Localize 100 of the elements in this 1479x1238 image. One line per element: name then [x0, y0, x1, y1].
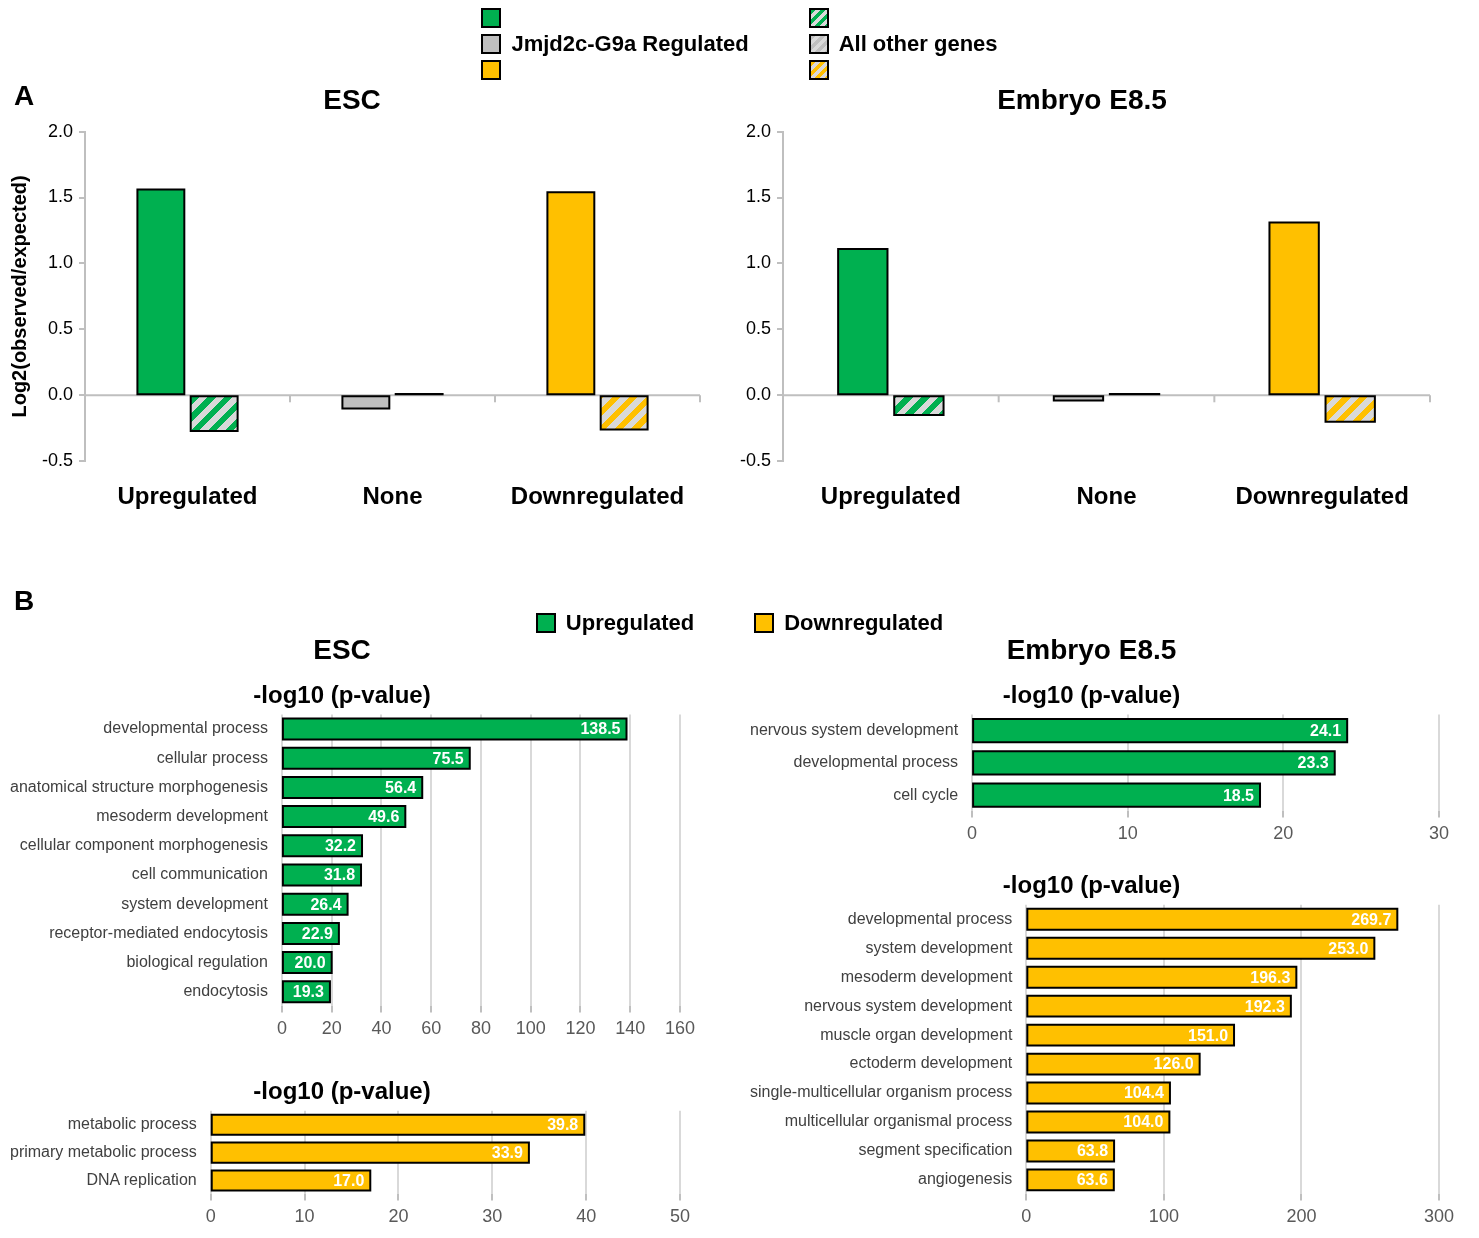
x-tick-label: Upregulated [820, 482, 961, 510]
legend-label: Jmjd2c-G9a Regulated [511, 31, 749, 57]
chart-title: ESC [323, 83, 381, 115]
x-tick-label: 100 [1148, 1206, 1179, 1227]
data-label: 20.0 [294, 954, 326, 972]
data-label: 17.0 [333, 1171, 365, 1189]
y-tick-label: developmental process [847, 909, 1013, 927]
y-tick-label: single-multicellular organism process [749, 1083, 1013, 1101]
y-tick-label: 1.5 [47, 186, 74, 207]
y-tick-label: biological regulation [126, 953, 268, 971]
y-tick-label: cell cycle [893, 785, 959, 803]
chart-subtitle: -log10 (p-value) [1002, 680, 1181, 708]
x-tick-label: 30 [482, 1206, 503, 1227]
data-label: 31.8 [323, 866, 356, 884]
x-tick-label: 20 [1273, 823, 1294, 844]
y-tick-label: 0.5 [47, 318, 74, 339]
y-tick-label: 1.0 [745, 252, 772, 273]
data-label: 39.8 [547, 1116, 579, 1134]
y-tick-label: 2.0 [745, 120, 772, 141]
data-label: 192.3 [1244, 997, 1285, 1015]
y-tick-label: receptor-mediated endocytosis [49, 923, 268, 941]
x-tick-label: 200 [1286, 1206, 1317, 1227]
y-tick-label: developmental process [793, 753, 959, 771]
x-tick-label: 0 [1021, 1206, 1032, 1227]
y-tick-label: cellular process [156, 748, 268, 766]
data-label: 22.9 [301, 924, 333, 942]
y-tick-label: 1.5 [745, 186, 772, 207]
y-tick-label: 0.0 [745, 384, 772, 405]
chart-subtitle: -log10 (p-value) [253, 1077, 431, 1105]
x-tick-label: 100 [515, 1018, 546, 1039]
legend-label: Upregulated [565, 610, 695, 636]
data-label: 63.8 [1076, 1142, 1109, 1160]
y-tick-label: 1.0 [47, 252, 74, 273]
x-tick-label: 40 [371, 1018, 392, 1039]
legend-label: All other genes [838, 31, 998, 57]
x-tick-label: 80 [470, 1018, 491, 1039]
x-tick-label: 30 [1428, 823, 1450, 844]
y-tick-label: system development [121, 894, 269, 912]
y-tick-label: cellular component morphogenesis [19, 836, 268, 854]
chart-title: ESC [313, 633, 371, 665]
y-tick-label: primary metabolic process [9, 1143, 197, 1161]
data-label: 49.6 [368, 808, 400, 826]
y-tick-label: -0.5 [739, 450, 772, 471]
x-tick-label: Downregulated [510, 482, 685, 510]
data-label: 33.9 [491, 1144, 523, 1162]
data-label: 19.3 [292, 983, 325, 1001]
data-label: 151.0 [1187, 1026, 1229, 1044]
x-tick-label: 120 [565, 1018, 596, 1039]
y-tick-label: -0.5 [41, 450, 74, 471]
data-label: 196.3 [1250, 968, 1291, 986]
text: A [14, 80, 35, 112]
y-tick-label: muscle organ development [820, 1025, 1013, 1043]
data-label: 104.4 [1123, 1084, 1165, 1102]
y-tick-label: 0.5 [745, 318, 772, 339]
y-tick-label: ectoderm development [849, 1054, 1013, 1072]
y-tick-label: system development [865, 938, 1013, 956]
chart-title: Embryo E8.5 [997, 83, 1167, 115]
y-tick-label: 0.0 [47, 384, 74, 405]
y-tick-label: mesoderm development [96, 807, 269, 825]
text: B [14, 585, 35, 617]
y-tick-label: nervous system development [749, 720, 959, 738]
y-tick-label: 2.0 [47, 120, 74, 141]
y-tick-label: anatomical structure morphogenesis [10, 777, 268, 795]
y-tick-label: DNA replication [86, 1170, 197, 1188]
y-tick-label: developmental process [103, 719, 268, 737]
y-tick-label: multicellular organismal process [784, 1112, 1013, 1130]
data-label: 104.0 [1123, 1113, 1164, 1131]
x-tick-label: 0 [967, 823, 978, 844]
x-tick-label: 0 [205, 1206, 216, 1227]
data-label: 26.4 [310, 895, 342, 913]
data-label: 63.6 [1076, 1171, 1108, 1189]
chart-title: Embryo E8.5 [1006, 633, 1177, 665]
chart-subtitle: -log10 (p-value) [253, 680, 431, 708]
chart-subtitle: -log10 (p-value) [1002, 871, 1181, 899]
x-tick-label: 20 [388, 1206, 409, 1227]
y-tick-label: cell communication [131, 865, 268, 883]
data-label: 56.4 [385, 778, 417, 796]
y-tick-label: segment specification [858, 1141, 1013, 1159]
x-tick-label: 40 [576, 1206, 597, 1227]
y-tick-label: endocytosis [183, 982, 268, 1000]
x-tick-label: 50 [669, 1206, 691, 1227]
x-tick-label: 10 [294, 1206, 315, 1227]
x-tick-label: 20 [321, 1018, 342, 1039]
data-label: 24.1 [1310, 721, 1342, 739]
data-label: 32.2 [324, 837, 357, 855]
x-tick-label: Downregulated [1235, 482, 1409, 510]
x-tick-label: None [1076, 482, 1137, 510]
x-tick-label: 300 [1423, 1206, 1455, 1227]
x-tick-label: 140 [615, 1018, 646, 1039]
x-tick-label: Upregulated [117, 482, 258, 510]
data-label: 269.7 [1351, 910, 1392, 928]
x-tick-label: 60 [421, 1018, 442, 1039]
data-label: 75.5 [432, 749, 464, 767]
x-tick-label: 0 [276, 1018, 287, 1039]
legend-label: Downregulated [784, 610, 944, 636]
x-tick-label: 10 [1117, 823, 1138, 844]
x-tick-label: None [362, 482, 423, 510]
data-label: 18.5 [1222, 786, 1255, 804]
data-label: 126.0 [1153, 1055, 1194, 1073]
y-tick-label: nervous system development [804, 996, 1013, 1014]
